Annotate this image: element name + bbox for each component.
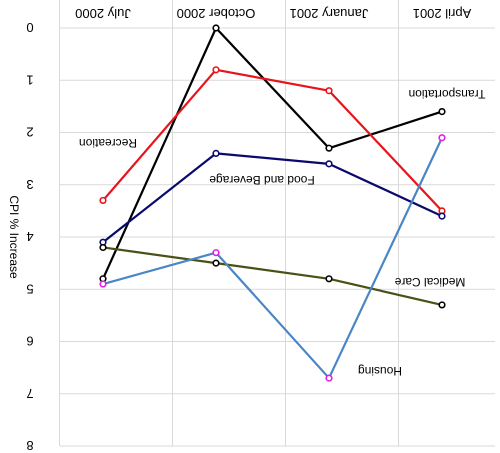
y-tick-label: 4: [26, 229, 33, 244]
data-point: [438, 212, 446, 220]
series-line: [102, 68, 443, 212]
series-label: Transportation: [409, 87, 486, 101]
data-point: [438, 107, 446, 116]
label-layer: Transportation Recreation Food and Beverag…: [79, 87, 485, 378]
data-point: [325, 374, 333, 382]
series-line: [102, 152, 443, 244]
series-label: Housing: [358, 364, 402, 378]
data-point: [99, 280, 107, 288]
data-point: [438, 134, 446, 142]
x-tick-label: July 2000: [75, 6, 131, 21]
y-tick-label: 3: [26, 177, 33, 192]
y-tick-label: 8: [26, 438, 33, 453]
data-point: [212, 149, 220, 157]
x-tick-label: April 2001: [413, 6, 472, 21]
y-tick-label: 7: [26, 386, 33, 401]
data-point: [212, 24, 220, 32]
grid-layer: [59, 0, 495, 447]
data-point: [325, 275, 333, 283]
axis-layer: 0 1 2 3 4 5 6 7 8 July 2000 October 2000 January 20…: [7, 6, 471, 453]
y-axis-title: CPI % Increase: [7, 195, 21, 279]
data-point: [212, 66, 220, 74]
series-label: Medical Care: [394, 275, 465, 289]
y-tick-label: 2: [26, 125, 33, 140]
data-point: [99, 243, 107, 252]
series-line: [102, 137, 443, 380]
series-layer: [99, 24, 446, 382]
data-point: [212, 259, 220, 267]
data-point: [438, 301, 446, 309]
y-tick-label: 1: [26, 72, 33, 87]
series-line: [101, 26, 443, 280]
series-label: Food and Beverage: [209, 173, 315, 187]
y-tick-label: 5: [26, 281, 33, 296]
x-tick-label: January 2001: [290, 6, 369, 21]
y-tick-label: 6: [26, 334, 33, 349]
data-point: [99, 196, 107, 205]
series-line: [102, 246, 443, 306]
data-point: [325, 87, 333, 95]
data-point: [325, 144, 333, 152]
x-tick-label: October 2000: [177, 6, 256, 21]
y-tick-label: 0: [26, 20, 33, 35]
data-point: [212, 249, 220, 257]
data-point: [325, 160, 333, 168]
series-label: Recreation: [79, 136, 137, 150]
